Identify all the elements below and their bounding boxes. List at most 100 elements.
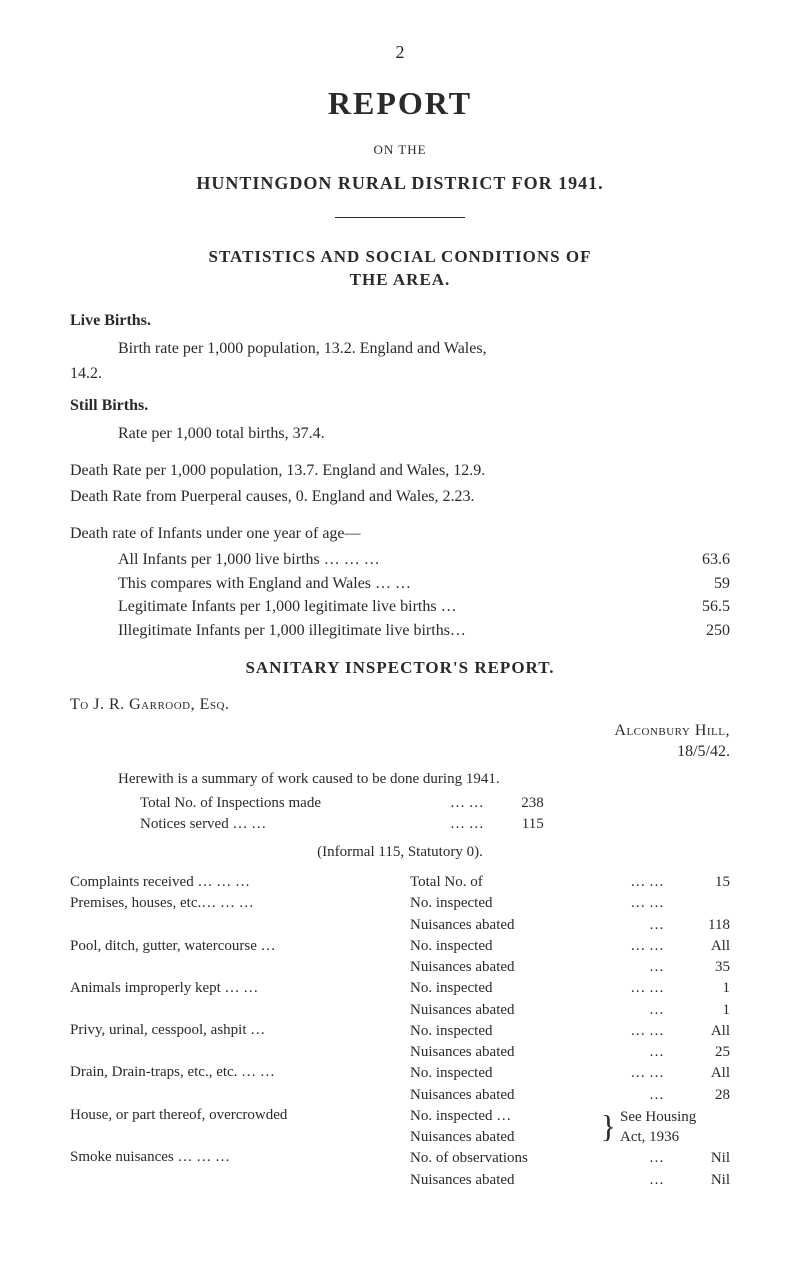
right-row: No. inspected … … All xyxy=(410,1021,730,1041)
infant-row-value: 56.5 xyxy=(702,596,730,618)
right-row-value: 28 xyxy=(670,1085,730,1105)
left-item xyxy=(70,957,390,977)
sanitary-title: SANITARY INSPECTOR'S REPORT. xyxy=(70,657,730,680)
stats-heading-line1: STATISTICS AND SOCIAL CONDITIONS OF xyxy=(209,247,592,266)
infants-heading: Death rate of Infants under one year of … xyxy=(70,523,730,545)
left-item-text: Smoke nuisances … … … xyxy=(70,1147,230,1167)
death-rate-line2: Death Rate from Puerperal causes, 0. Eng… xyxy=(70,486,730,508)
informal-line: (Informal 115, Statutory 0). xyxy=(70,842,730,862)
right-row-dots: … … xyxy=(624,978,670,998)
left-item xyxy=(70,915,390,935)
right-row: Nuisances abated … 25 xyxy=(410,1042,730,1062)
right-row-value: 25 xyxy=(670,1042,730,1062)
right-row: No. inspected … … xyxy=(410,893,730,913)
summary-row-value: 238 xyxy=(484,793,544,813)
infant-row: Legitimate Infants per 1,000 legitimate … xyxy=(118,596,730,618)
right-row-dots: … … xyxy=(624,936,670,956)
live-births-line1b: 14.2. xyxy=(70,363,730,385)
right-row-value: 1 xyxy=(670,978,730,998)
right-row-label: Nuisances abated xyxy=(410,1042,643,1062)
right-row-dots: … xyxy=(643,1170,670,1190)
infant-row-label: This compares with England and Wales … … xyxy=(118,573,411,595)
right-row-dots: … … xyxy=(624,1063,670,1083)
left-item: Pool, ditch, gutter, watercourse … xyxy=(70,936,390,956)
right-row-label: No. inspected xyxy=(410,1063,624,1083)
left-item-text: Drain, Drain-traps, etc., etc. … … xyxy=(70,1062,275,1082)
right-row: Total No. of … … 15 xyxy=(410,872,730,892)
brace-text-1: See Housing xyxy=(620,1107,730,1127)
infants-list: All Infants per 1,000 live births … … … … xyxy=(118,549,730,641)
on-the-label: ON THE xyxy=(70,141,730,159)
right-row-value: 35 xyxy=(670,957,730,977)
two-column-region: Complaints received … … … Premises, hous… xyxy=(70,872,730,1191)
brace-text-2: Act, 1936 xyxy=(620,1127,730,1147)
sub-title: HUNTINGDON RURAL DISTRICT FOR 1941. xyxy=(70,171,730,195)
brace-row: Nuisances abated xyxy=(410,1127,597,1147)
left-item-text: Pool, ditch, gutter, watercourse … xyxy=(70,936,276,956)
right-row-dots: … xyxy=(643,1148,670,1168)
brace-icon: } xyxy=(597,1117,620,1136)
still-births-heading: Still Births. xyxy=(70,395,730,417)
right-row-value: Nil xyxy=(670,1170,730,1190)
left-item-text: Animals improperly kept … … xyxy=(70,978,258,998)
summary-row-dots: … … xyxy=(450,793,484,813)
right-row-dots: … xyxy=(643,915,670,935)
main-title: REPORT xyxy=(70,82,730,125)
right-row-dots: … … xyxy=(624,872,670,892)
summary-block: Total No. of Inspections made … … 238 No… xyxy=(140,793,730,834)
right-row: No. inspected … … All xyxy=(410,1063,730,1083)
infant-row: All Infants per 1,000 live births … … … … xyxy=(118,549,730,571)
left-item: Animals improperly kept … … xyxy=(70,978,390,998)
summary-row-value: 115 xyxy=(484,814,544,834)
right-row: Nuisances abated … 28 xyxy=(410,1085,730,1105)
right-row-label: No. of observations xyxy=(410,1148,643,1168)
right-row-value: 1 xyxy=(670,1000,730,1020)
right-row-label: No. inspected xyxy=(410,978,624,998)
summary-row: Total No. of Inspections made … … 238 xyxy=(140,793,730,813)
right-row-dots: … xyxy=(643,1000,670,1020)
right-column: Total No. of … … 15 No. inspected … … Nu… xyxy=(410,872,730,1191)
stats-heading: STATISTICS AND SOCIAL CONDITIONS OF THE … xyxy=(70,246,730,292)
right-row-dots: … xyxy=(643,957,670,977)
right-row-label: No. inspected xyxy=(410,936,624,956)
summary-row-label: Total No. of Inspections made xyxy=(140,793,450,813)
right-row-value: Nil xyxy=(670,1148,730,1168)
left-column: Complaints received … … … Premises, hous… xyxy=(70,872,390,1191)
left-item-text: House, or part thereof, overcrowded xyxy=(70,1105,287,1125)
right-row: No. inspected … … All xyxy=(410,936,730,956)
left-item: House, or part thereof, overcrowded xyxy=(70,1105,390,1125)
brace-block: No. inspected … Nuisances abated } See H… xyxy=(410,1106,730,1149)
herewith-line: Herewith is a summary of work caused to … xyxy=(70,769,730,789)
right-row: Nuisances abated … 118 xyxy=(410,915,730,935)
right-row-label: No. inspected xyxy=(410,893,624,913)
summary-row: Notices served … … … … 115 xyxy=(140,814,730,834)
right-row-value: 118 xyxy=(670,915,730,935)
left-item-text: Privy, urinal, cesspool, ashpit … xyxy=(70,1020,265,1040)
left-item xyxy=(70,1084,390,1104)
left-item: Premises, houses, etc.… … … xyxy=(70,893,390,913)
summary-row-dots: … … xyxy=(450,814,484,834)
live-births-line1a: Birth rate per 1,000 population, 13.2. E… xyxy=(70,338,730,360)
summary-row-label: Notices served … … xyxy=(140,814,450,834)
right-row-label: No. inspected xyxy=(410,1021,624,1041)
left-item-text: Premises, houses, etc.… … … xyxy=(70,893,254,913)
left-item: Privy, urinal, cesspool, ashpit … xyxy=(70,1020,390,1040)
right-row: No. inspected … … 1 xyxy=(410,978,730,998)
infant-row-label: Legitimate Infants per 1,000 legitimate … xyxy=(118,596,457,618)
right-row-value: All xyxy=(670,1063,730,1083)
right-row: Nuisances abated … Nil xyxy=(410,1170,730,1190)
brace-row: No. inspected … xyxy=(410,1106,597,1126)
left-item-text: Complaints received … … … xyxy=(70,872,250,892)
right-row-value: All xyxy=(670,936,730,956)
left-item: Smoke nuisances … … … xyxy=(70,1147,390,1167)
still-births-line1: Rate per 1,000 total births, 37.4. xyxy=(70,423,730,445)
right-row-label: Nuisances abated xyxy=(410,957,643,977)
right-row: Nuisances abated … 35 xyxy=(410,957,730,977)
left-item xyxy=(70,1041,390,1061)
left-item xyxy=(70,1126,390,1146)
infant-row: Illegitimate Infants per 1,000 illegitim… xyxy=(118,620,730,642)
brace-row-text: No. inspected … xyxy=(410,1106,511,1126)
right-row-label: Nuisances abated xyxy=(410,1000,643,1020)
divider-line xyxy=(335,217,465,218)
right-row-dots: … xyxy=(643,1085,670,1105)
